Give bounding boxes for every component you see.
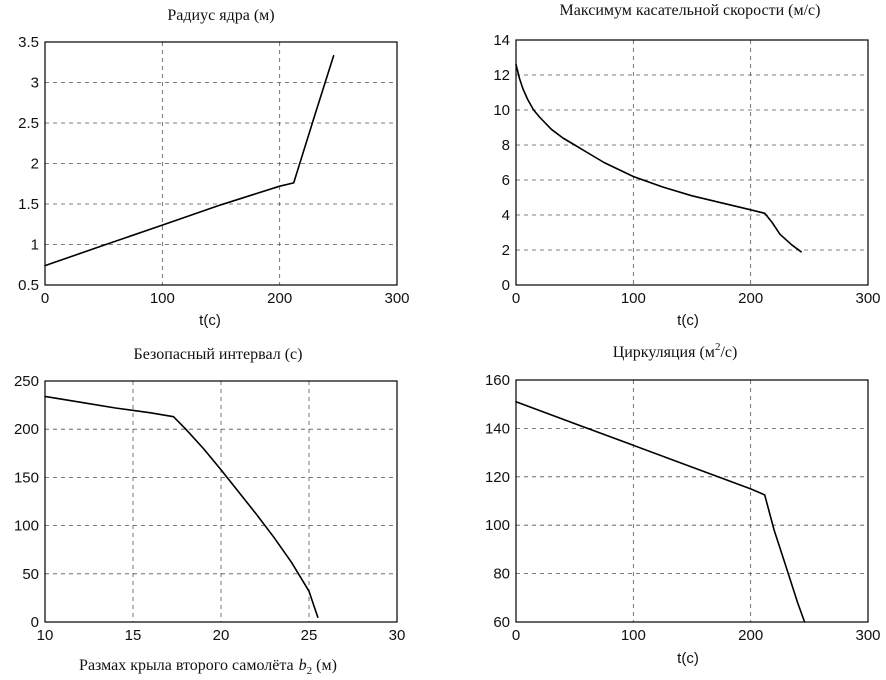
title-base: Циркуляция (м xyxy=(613,344,715,361)
y-tick-label: 4 xyxy=(502,207,510,224)
x-tick-labels: 0 100 200 300 xyxy=(512,290,881,307)
x-tick-label: 300 xyxy=(855,290,880,307)
x-tick-label: 25 xyxy=(301,627,318,644)
series-line xyxy=(44,54,335,267)
y-tick-label: 100 xyxy=(485,517,510,534)
y-tick-label: 6 xyxy=(502,172,510,189)
grid xyxy=(45,42,397,285)
y-tick-labels: 0.5 1 1.5 2 2.5 3 3.5 xyxy=(18,34,39,294)
chart-core-radius: Радиус ядра (м) 0 100 200 300 0.5 1 1.5 2 2.5 3 3… xyxy=(18,7,409,329)
y-tick-label: 0.5 xyxy=(18,277,39,294)
y-tick-labels: 60 80 100 120 140 160 xyxy=(485,372,510,631)
series-line xyxy=(515,400,806,623)
grid xyxy=(516,40,868,285)
x-tick-label: 30 xyxy=(389,627,406,644)
x-tick-label: 0 xyxy=(41,290,49,307)
y-tick-label: 3.5 xyxy=(18,34,39,51)
x-tick-labels: 10 15 20 25 30 xyxy=(37,627,406,644)
x-tick-labels: 0 100 200 300 xyxy=(512,627,881,644)
plot-frame xyxy=(44,41,398,286)
y-tick-label: 10 xyxy=(493,102,510,119)
y-tick-label: 140 xyxy=(485,420,510,437)
y-tick-label: 80 xyxy=(493,566,510,583)
x-axis-label-subscript: 2 xyxy=(307,665,313,677)
x-tick-label: 15 xyxy=(125,627,142,644)
y-tick-label: 0 xyxy=(502,277,510,294)
y-tick-labels: 0 50 100 150 200 250 xyxy=(14,373,39,631)
y-tick-label: 250 xyxy=(14,373,39,390)
plot-frame xyxy=(515,379,869,623)
y-tick-label: 200 xyxy=(14,421,39,438)
x-axis-label: t(c) xyxy=(199,312,221,329)
x-tick-label: 100 xyxy=(621,627,646,644)
chart-safe-interval: Безопасный интервал (с) 10 15 20 25 30 0 50 10… xyxy=(14,346,405,677)
title-superscript: 2 xyxy=(715,341,721,353)
x-tick-label: 300 xyxy=(855,627,880,644)
x-axis-label: Размах крыла второго самолёта b2 (м) xyxy=(79,657,337,677)
y-tick-label: 8 xyxy=(502,137,510,154)
title-tail: /с) xyxy=(720,344,737,361)
y-tick-label: 120 xyxy=(485,469,510,486)
y-tick-label: 14 xyxy=(493,32,510,49)
x-axis-label-unit: (м) xyxy=(316,657,337,674)
x-axis-label: t(c) xyxy=(677,650,699,667)
x-tick-label: 200 xyxy=(738,627,763,644)
y-tick-label: 12 xyxy=(493,67,510,84)
x-axis-label-prefix: Размах крыла второго самолёта xyxy=(79,657,294,674)
chart-title: Максимум касательной скорости (м/с) xyxy=(560,2,821,19)
plot-frame xyxy=(515,39,869,286)
chart-title: Радиус ядра (м) xyxy=(167,7,274,24)
y-tick-label: 2 xyxy=(502,242,510,259)
series-line xyxy=(44,395,319,619)
x-tick-label: 10 xyxy=(37,627,54,644)
series-line xyxy=(515,63,802,253)
y-tick-labels: 0 2 4 6 8 10 12 14 xyxy=(493,32,510,294)
x-axis-label: t(c) xyxy=(677,312,699,329)
y-tick-label: 1 xyxy=(31,237,39,254)
y-tick-label: 100 xyxy=(14,518,39,535)
y-tick-label: 2 xyxy=(31,156,39,173)
x-tick-label: 0 xyxy=(512,627,520,644)
y-tick-label: 2.5 xyxy=(18,115,39,132)
x-tick-label: 300 xyxy=(384,290,409,307)
grid xyxy=(516,380,868,622)
chart-title: Безопасный интервал (с) xyxy=(134,346,303,363)
plot-frame xyxy=(44,380,398,623)
x-tick-label: 0 xyxy=(512,290,520,307)
y-tick-label: 50 xyxy=(22,566,39,583)
x-tick-labels: 0 100 200 300 xyxy=(41,290,410,307)
grid xyxy=(45,381,397,622)
chart-title: Циркуляция (м2/с) xyxy=(613,341,738,361)
x-tick-label: 200 xyxy=(738,290,763,307)
y-tick-label: 3 xyxy=(31,75,39,92)
x-axis-label-variable: b xyxy=(299,657,307,674)
x-tick-label: 100 xyxy=(621,290,646,307)
chart-circulation: Циркуляция (м2/с) 0 100 200 300 60 80 100 120 1… xyxy=(485,341,881,667)
x-tick-label: 200 xyxy=(267,290,292,307)
y-tick-label: 60 xyxy=(493,614,510,631)
y-tick-label: 0 xyxy=(31,614,39,631)
y-tick-label: 150 xyxy=(14,469,39,486)
y-tick-label: 1.5 xyxy=(18,196,39,213)
x-tick-label: 20 xyxy=(213,627,230,644)
y-tick-label: 160 xyxy=(485,372,510,389)
x-tick-label: 100 xyxy=(150,290,175,307)
chart-max-tangential-velocity: Максимум касательной скорости (м/с) 0 100… xyxy=(493,2,880,329)
